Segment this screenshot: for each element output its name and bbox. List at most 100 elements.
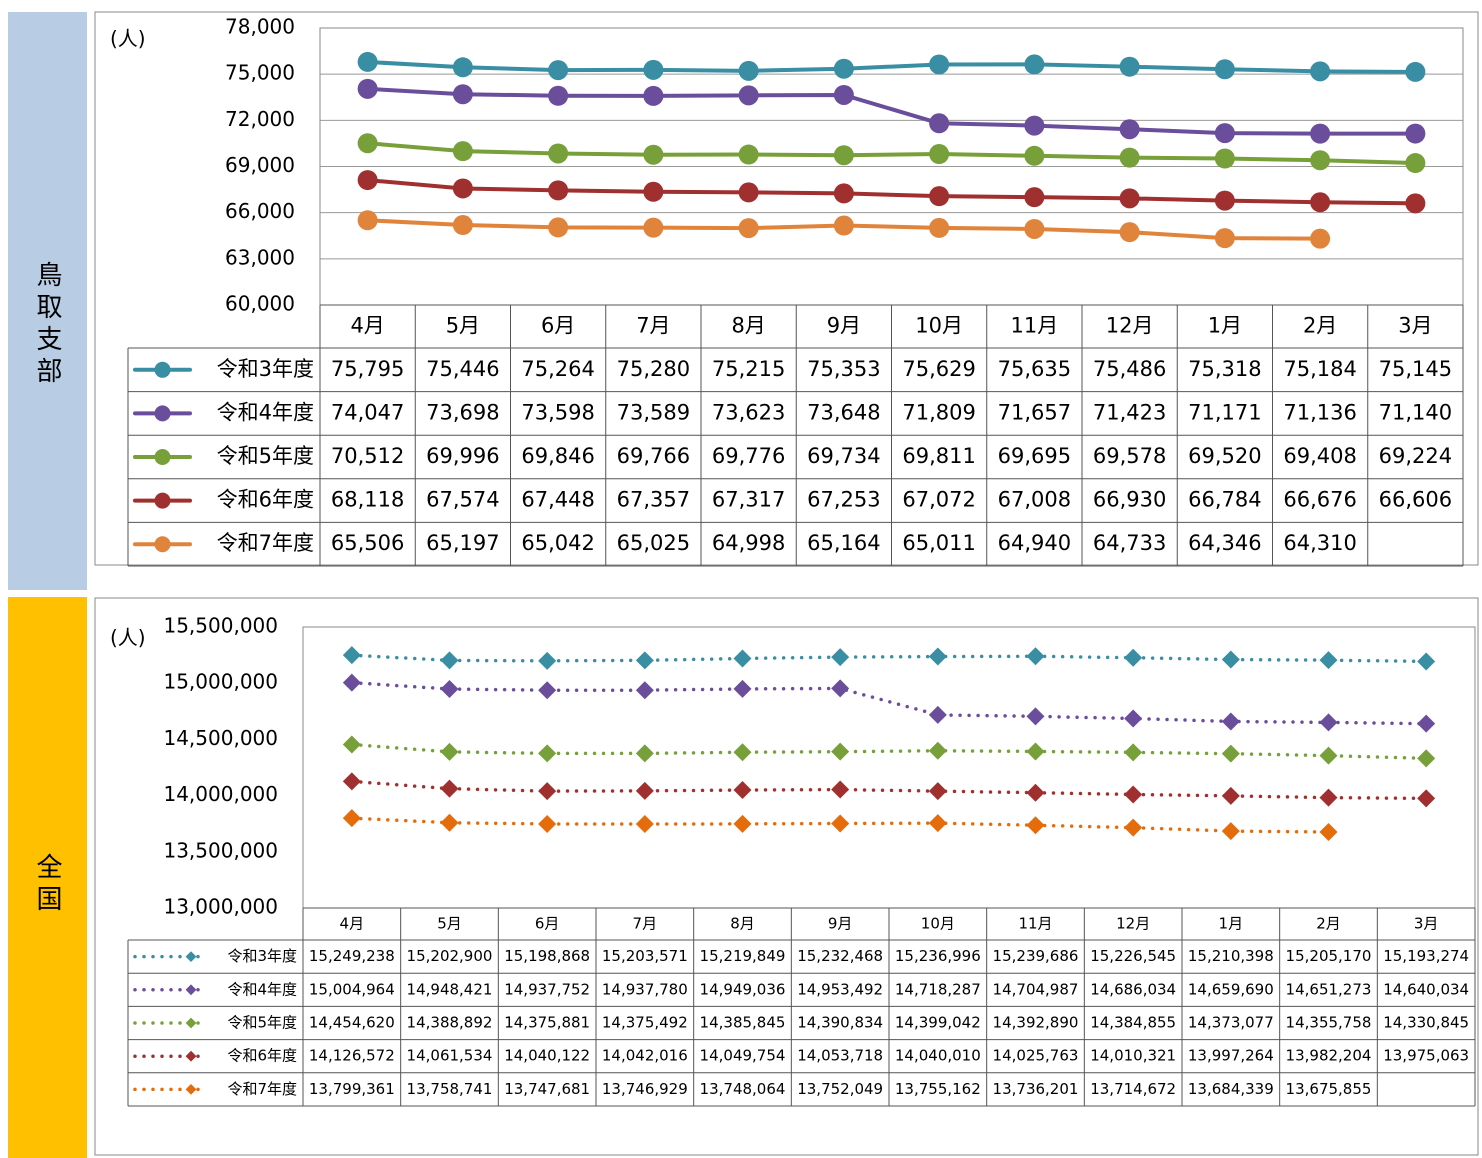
table-value: 66,930 bbox=[1093, 488, 1166, 512]
table-value: 64,310 bbox=[1283, 531, 1356, 555]
table-value: 14,375,881 bbox=[504, 1014, 590, 1032]
table-value: 15,236,996 bbox=[895, 947, 981, 965]
legend-label: 令和5年度 bbox=[227, 1014, 297, 1032]
legend-marker bbox=[154, 361, 171, 378]
legend-label: 令和4年度 bbox=[217, 400, 314, 424]
table-value: 65,025 bbox=[617, 531, 690, 555]
point bbox=[733, 781, 752, 800]
table-value: 13,975,063 bbox=[1383, 1047, 1469, 1065]
point bbox=[538, 782, 557, 801]
x-tick-label: 1月 bbox=[1208, 314, 1242, 338]
series-line bbox=[350, 779, 1428, 801]
point bbox=[342, 735, 361, 754]
table-value: 75,446 bbox=[426, 357, 499, 381]
legend-item: 令和6年度 bbox=[133, 1047, 297, 1065]
table-value: 67,448 bbox=[521, 488, 594, 512]
chart-frame bbox=[94, 11, 1479, 566]
x-tick-label: 4月 bbox=[350, 314, 384, 338]
point bbox=[1405, 153, 1426, 174]
point bbox=[833, 84, 854, 105]
x-tick-label: 1月 bbox=[1219, 915, 1244, 933]
point bbox=[1310, 192, 1331, 213]
table-value: 14,330,845 bbox=[1383, 1014, 1469, 1032]
point bbox=[1221, 822, 1240, 841]
series-line bbox=[350, 816, 1331, 834]
table-value: 67,253 bbox=[807, 488, 880, 512]
point bbox=[1417, 789, 1436, 808]
series-line bbox=[365, 86, 1418, 136]
y-tick-label: 69,000 bbox=[225, 153, 295, 177]
table-value: 75,635 bbox=[998, 357, 1071, 381]
point bbox=[1026, 707, 1045, 726]
chart-frame bbox=[94, 597, 1479, 1156]
point bbox=[928, 705, 947, 724]
table-value: 69,846 bbox=[521, 444, 594, 468]
table-value: 69,766 bbox=[617, 444, 690, 468]
point bbox=[452, 57, 473, 78]
table-value: 64,346 bbox=[1188, 531, 1261, 555]
y-tick-label: 14,500,000 bbox=[163, 726, 278, 750]
legend-item: 令和4年度 bbox=[133, 400, 314, 424]
table-value: 15,004,964 bbox=[309, 980, 395, 998]
x-tick-label: 10月 bbox=[921, 915, 955, 933]
legend-label: 令和4年度 bbox=[227, 980, 297, 998]
point bbox=[1119, 222, 1140, 243]
point bbox=[452, 84, 473, 105]
table-value: 65,164 bbox=[807, 531, 880, 555]
point bbox=[1221, 712, 1240, 731]
point bbox=[440, 779, 459, 798]
table-value: 15,226,545 bbox=[1090, 947, 1176, 965]
table-value: 75,145 bbox=[1379, 357, 1452, 381]
table-value: 71,809 bbox=[902, 400, 975, 424]
point bbox=[342, 646, 361, 665]
table-value: 13,675,855 bbox=[1286, 1080, 1372, 1098]
table-value: 15,193,274 bbox=[1383, 947, 1469, 965]
point bbox=[342, 772, 361, 791]
point bbox=[1319, 713, 1338, 732]
y-axis-unit: (人) bbox=[110, 27, 146, 51]
point bbox=[643, 181, 664, 202]
legend-item: 令和4年度 bbox=[133, 980, 297, 998]
point bbox=[635, 781, 654, 800]
point bbox=[1214, 59, 1235, 80]
point bbox=[1024, 54, 1045, 75]
x-tick-label: 7月 bbox=[633, 915, 658, 933]
table-value: 14,390,834 bbox=[797, 1014, 883, 1032]
point bbox=[1124, 709, 1143, 728]
point bbox=[1319, 823, 1338, 842]
table-value: 14,937,780 bbox=[602, 980, 688, 998]
table-value: 65,197 bbox=[426, 531, 499, 555]
table-value: 13,684,339 bbox=[1188, 1080, 1274, 1098]
table-value: 71,171 bbox=[1188, 400, 1261, 424]
x-tick-label: 10月 bbox=[915, 314, 963, 338]
point bbox=[1124, 818, 1143, 837]
point bbox=[831, 780, 850, 799]
table-value: 69,776 bbox=[712, 444, 785, 468]
point bbox=[1119, 119, 1140, 140]
point bbox=[357, 78, 378, 99]
point bbox=[831, 814, 850, 833]
table-value: 14,937,752 bbox=[504, 980, 590, 998]
point bbox=[1214, 228, 1235, 249]
plot-frame bbox=[302, 626, 1476, 909]
table-value: 14,375,492 bbox=[602, 1014, 688, 1032]
table-value: 75,280 bbox=[617, 357, 690, 381]
table-value: 69,695 bbox=[998, 444, 1071, 468]
table-value: 14,953,492 bbox=[797, 980, 883, 998]
table-value: 14,949,036 bbox=[700, 980, 786, 998]
point bbox=[738, 85, 759, 106]
point bbox=[452, 178, 473, 199]
x-tick-label: 4月 bbox=[340, 915, 365, 933]
table-value: 15,202,900 bbox=[407, 947, 493, 965]
table-value: 75,629 bbox=[902, 357, 975, 381]
table-value: 14,384,855 bbox=[1090, 1014, 1176, 1032]
point bbox=[1026, 742, 1045, 761]
y-tick-label: 66,000 bbox=[225, 199, 295, 223]
point bbox=[929, 217, 950, 238]
table-value: 67,357 bbox=[617, 488, 690, 512]
table-value: 14,373,077 bbox=[1188, 1014, 1274, 1032]
point bbox=[1214, 148, 1235, 169]
x-tick-label: 12月 bbox=[1106, 314, 1154, 338]
point bbox=[738, 144, 759, 165]
y-tick-label: 75,000 bbox=[225, 61, 295, 85]
